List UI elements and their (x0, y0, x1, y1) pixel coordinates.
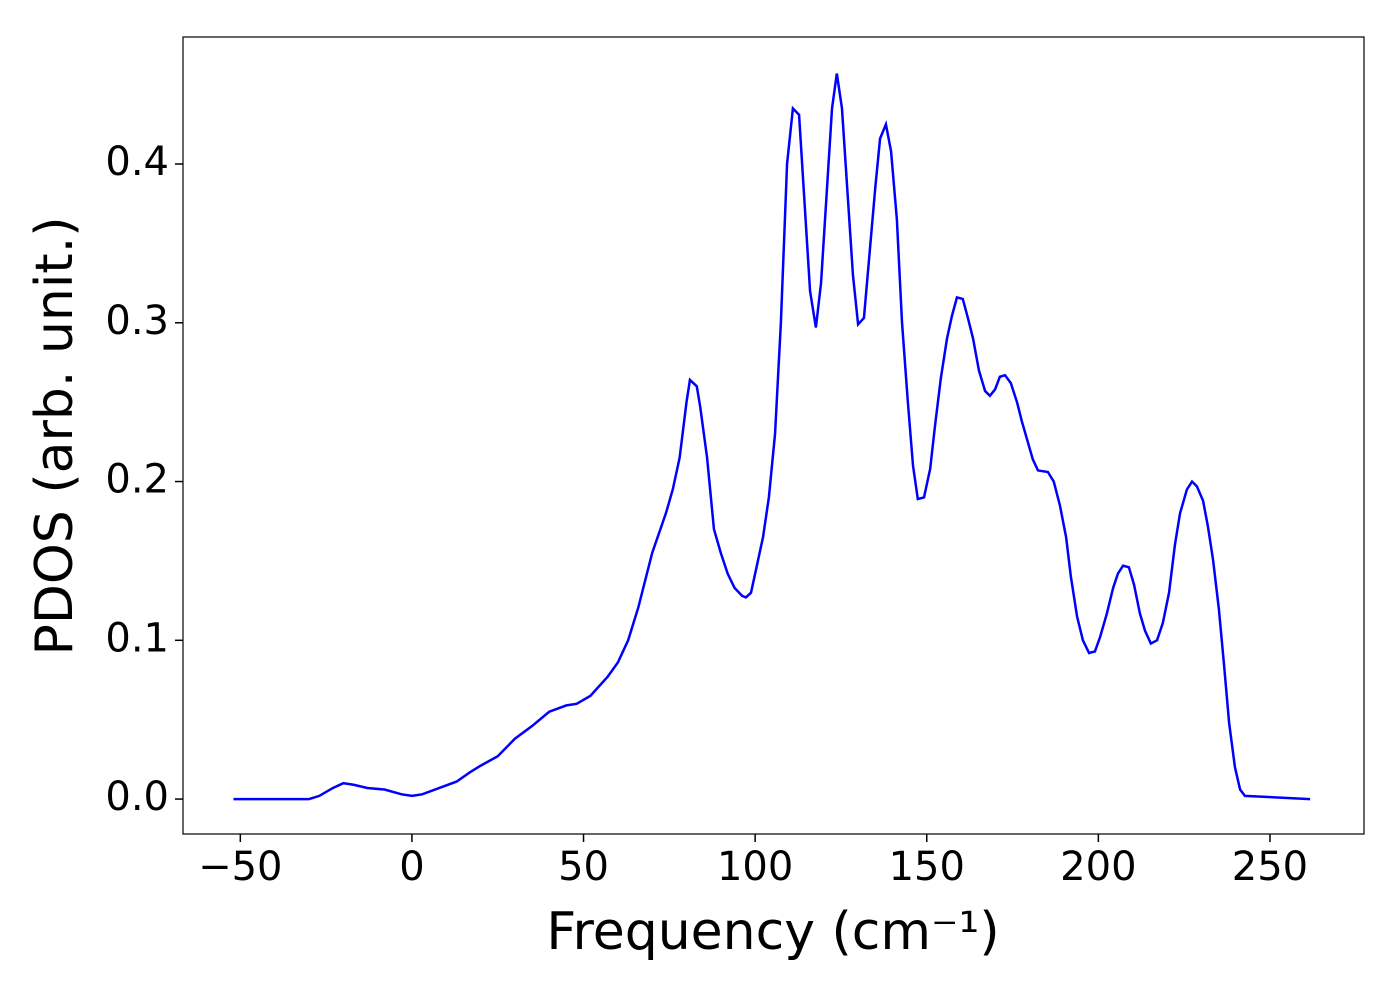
x-tick-label: 100 (717, 844, 793, 890)
y-tick-label: 0.2 (105, 457, 169, 503)
x-tick-label: −50 (198, 844, 282, 890)
y-tick-label: 0.3 (105, 298, 169, 344)
x-tick-label: 150 (889, 844, 965, 890)
x-tick-label: 250 (1232, 844, 1308, 890)
y-tick-label: 0.4 (105, 139, 169, 185)
x-axis-label: Frequency (cm⁻¹) (546, 902, 999, 962)
x-tick-label: 50 (558, 844, 609, 890)
x-tick-label: 200 (1060, 844, 1136, 890)
y-axis-label: PDOS (arb. unit.) (25, 216, 85, 655)
plot-frame (182, 36, 1365, 835)
line (233, 73, 1311, 801)
y-tick-label: 0.1 (105, 615, 169, 661)
y-tick-label: 0.0 (105, 774, 169, 820)
x-tick-label: 0 (399, 844, 424, 890)
